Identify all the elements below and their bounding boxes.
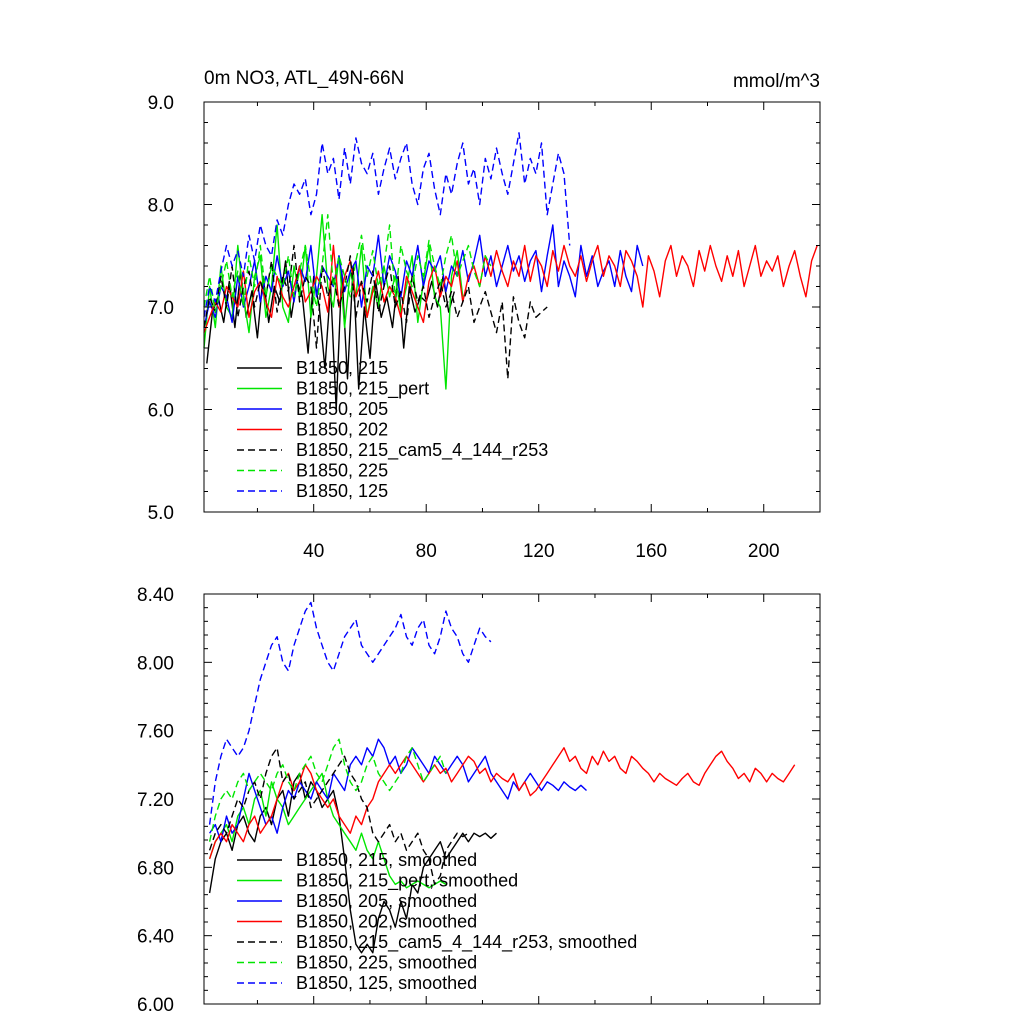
legend-label: B1850, 215_cam5_4_144_r253, smoothed bbox=[296, 932, 637, 953]
legend-label: B1850, 215 bbox=[296, 358, 388, 378]
series-line-1-6 bbox=[208, 601, 492, 825]
chart-title: 0m NO3, ATL_49N-66N bbox=[204, 68, 404, 89]
y-tick-label: 5.0 bbox=[148, 503, 174, 524]
units-label: mmol/m^3 bbox=[733, 71, 820, 92]
series-line-0-5 bbox=[203, 213, 492, 313]
legend-label: B1850, 215_cam5_4_144_r253 bbox=[296, 440, 548, 461]
y-tick-label: 8.40 bbox=[137, 585, 174, 606]
y-tick-label: 8.00 bbox=[137, 653, 174, 674]
legend-label: B1850, 215_pert bbox=[296, 379, 429, 400]
x-tick-label: 120 bbox=[523, 541, 555, 562]
legend-label: B1850, 202, smoothed bbox=[296, 912, 477, 932]
y-tick-label: 7.20 bbox=[137, 790, 174, 811]
y-tick-label: 6.40 bbox=[137, 927, 174, 948]
legend-label: B1850, 202 bbox=[296, 420, 388, 440]
y-tick-label: 9.0 bbox=[148, 93, 174, 114]
series-line-1-2 bbox=[209, 738, 587, 843]
series-line-1-5 bbox=[208, 738, 447, 842]
bottom-series-group bbox=[208, 601, 796, 954]
x-tick-label: 40 bbox=[303, 541, 324, 562]
legend-label: B1850, 215_pert, smoothed bbox=[296, 871, 518, 892]
x-tick-label: 200 bbox=[748, 541, 780, 562]
legend-label: B1850, 225 bbox=[296, 461, 388, 481]
y-tick-label: 6.80 bbox=[137, 858, 174, 879]
legend-label: B1850, 205 bbox=[296, 399, 388, 419]
legend-label: B1850, 205, smoothed bbox=[296, 891, 477, 911]
x-tick-label: 160 bbox=[635, 541, 667, 562]
y-tick-label: 7.0 bbox=[148, 298, 174, 319]
bottom-panel: 6.00 6.40 6.80 7.20 7.60 8.00 8.40 B1850, 215,… bbox=[137, 585, 821, 1016]
y-tick-label: 6.00 bbox=[137, 995, 174, 1016]
bottom-axis-ticks: 6.00 6.40 6.80 7.20 7.60 8.00 8.40 bbox=[137, 585, 821, 1016]
y-tick-label: 7.60 bbox=[137, 722, 174, 743]
x-tick-label: 80 bbox=[416, 541, 437, 562]
y-tick-label: 6.0 bbox=[148, 401, 174, 422]
legend-label: B1850, 225, smoothed bbox=[296, 953, 477, 973]
top-axis-ticks: 5.0 6.0 7.0 8.0 9.0 40 80 120 160 200 bbox=[148, 93, 821, 562]
legend-label: B1850, 215, smoothed bbox=[296, 850, 477, 870]
series-line-0-6 bbox=[203, 132, 571, 318]
legend-label: B1850, 125, smoothed bbox=[296, 973, 477, 993]
series-line-0-4 bbox=[203, 244, 548, 380]
legend-label: B1850, 125 bbox=[296, 481, 388, 501]
series-line-0-3 bbox=[203, 244, 818, 333]
top-panel: 0m NO3, ATL_49N-66N mmol/m^3 5.0 6.0 7.0 8.… bbox=[148, 68, 821, 562]
series-line-1-3 bbox=[208, 747, 796, 860]
series-line-0-1 bbox=[203, 213, 464, 390]
y-tick-label: 8.0 bbox=[148, 196, 174, 217]
series-line-1-0 bbox=[208, 772, 497, 954]
series-line-1-4 bbox=[208, 747, 469, 886]
top-series-group bbox=[203, 132, 818, 411]
